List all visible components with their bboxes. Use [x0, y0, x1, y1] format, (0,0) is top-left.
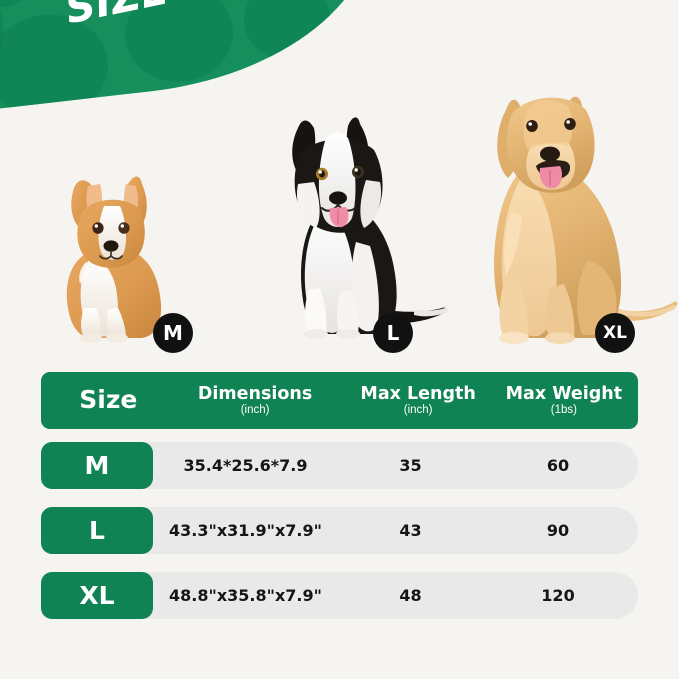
row-size-label: L — [41, 507, 153, 554]
column-header-max-weight: Max Weight (1bs) — [505, 384, 623, 416]
corgi-photo — [66, 176, 162, 343]
size-table: Size Dimensions (inch) Max Length (inch)… — [41, 372, 638, 637]
row-max-weight: 60 — [546, 456, 570, 475]
table-header-row: Size Dimensions (inch) Max Length (inch)… — [41, 372, 638, 429]
size-badge-l: L — [373, 313, 413, 353]
size-badge-xl: XL — [595, 313, 635, 353]
table-row: M 35.4*25.6*7.9 35 60 — [41, 442, 638, 489]
column-header-size: Size — [79, 385, 138, 415]
row-max-length: 48 — [399, 586, 422, 605]
row-max-length: 43 — [399, 521, 422, 540]
row-max-weight: 90 — [546, 521, 570, 540]
size-badge-m: M — [153, 313, 193, 353]
row-max-length: 35 — [399, 456, 422, 475]
size-guide-banner: SIZE GUIDE — [0, 0, 390, 113]
row-size-label: M — [41, 442, 153, 489]
table-row: XL 48.8"x35.8"x7.9" 48 120 — [41, 572, 638, 619]
row-dimensions: 35.4*25.6*7.9 — [183, 456, 308, 475]
border-collie-photo — [292, 117, 448, 339]
row-size-label: XL — [41, 572, 153, 619]
golden-retriever-photo — [494, 96, 678, 344]
table-row: L 43.3"x31.9"x7.9" 43 90 — [41, 507, 638, 554]
column-header-max-length: Max Length (inch) — [360, 384, 476, 416]
row-dimensions: 48.8"x35.8"x7.9" — [169, 586, 322, 605]
row-max-weight: 120 — [541, 586, 575, 605]
column-header-dimensions: Dimensions (inch) — [197, 384, 313, 416]
row-dimensions: 43.3"x31.9"x7.9" — [169, 521, 322, 540]
